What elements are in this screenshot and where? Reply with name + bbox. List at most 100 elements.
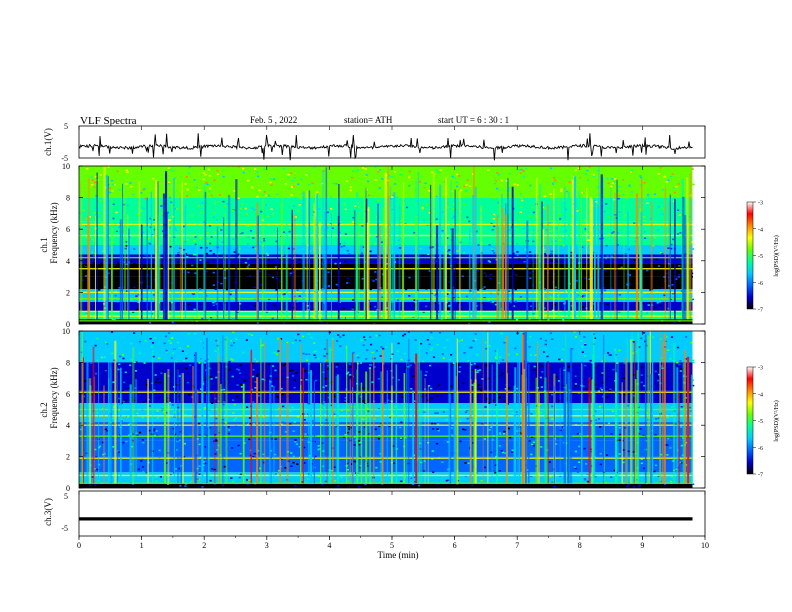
- spectrogram-pixel: [630, 210, 633, 213]
- spectrogram-pixel: [540, 386, 543, 388]
- spectrogram-pixel: [509, 242, 512, 245]
- spectrogram-pixel: [184, 338, 187, 341]
- spectrogram-pixel: [148, 312, 151, 315]
- spectrogram-pixel: [243, 379, 246, 382]
- spectrogram-pixel: [682, 237, 685, 240]
- spectrogram-pixel: [572, 321, 575, 324]
- spectrogram-pixel: [367, 444, 370, 446]
- spectrogram-pixel: [609, 332, 612, 334]
- spectrogram-pixel: [208, 190, 211, 193]
- spectrogram-pixel: [610, 433, 613, 435]
- sferic-impulse: [415, 353, 418, 484]
- spectrogram-pixel: [93, 255, 96, 257]
- spectrogram-pixel: [232, 331, 235, 334]
- sferic-impulse: [401, 183, 404, 320]
- spectrogram-pixel: [395, 196, 398, 198]
- spectrogram-pixel: [422, 254, 425, 257]
- sferic-impulse: [573, 176, 577, 320]
- narrowband-line: [79, 474, 693, 477]
- spectrogram-pixel: [156, 378, 159, 381]
- spectrogram-pixel: [666, 454, 669, 456]
- spectrogram-pixel: [585, 388, 588, 391]
- spectrogram-pixel: [259, 270, 262, 273]
- spectrogram-pixel: [125, 241, 128, 243]
- spectrogram-pixel: [509, 296, 512, 299]
- spectrogram-pixel: [175, 468, 178, 470]
- spectrogram-pixel: [282, 311, 285, 314]
- spectrogram-pixel: [538, 473, 541, 475]
- spectrogram-pixel: [79, 212, 82, 214]
- spectrogram-pixel: [519, 211, 522, 213]
- spectrogram-pixel: [357, 440, 360, 442]
- sferic-impulse: [532, 228, 534, 320]
- spectrogram-pixel: [177, 467, 180, 470]
- spectrogram-pixel: [294, 339, 297, 342]
- spectrogram-pixel: [124, 371, 127, 374]
- spectrogram-pixel: [214, 438, 217, 441]
- sferic-impulse: [537, 392, 540, 484]
- spectrogram-pixel: [584, 343, 587, 345]
- spectrogram-pixel: [500, 374, 503, 377]
- spectrogram-pixel: [93, 312, 96, 315]
- spectrogram-pixel: [132, 433, 135, 435]
- spectrogram-pixel: [623, 465, 626, 467]
- spectrogram-pixel: [198, 189, 201, 192]
- spectrogram-pixel: [90, 176, 94, 178]
- spectrogram-pixel: [525, 168, 528, 170]
- spectrogram-pixel: [125, 263, 128, 266]
- spectrogram-pixel: [112, 183, 115, 186]
- spectrogram-pixel: [298, 446, 301, 448]
- spectrogram-pixel: [275, 240, 278, 243]
- spectrogram-pixel: [366, 407, 369, 410]
- spectrogram-pixel: [412, 375, 415, 377]
- spectrogram-pixel: [549, 332, 552, 335]
- spectrogram-pixel: [206, 322, 209, 324]
- spectrogram-pixel: [184, 413, 187, 416]
- spectrogram-pixel: [207, 168, 211, 171]
- spectrogram-pixel: [161, 212, 164, 215]
- spectrogram-pixel: [574, 385, 577, 387]
- spectrogram-pixel: [342, 334, 345, 337]
- spectrogram-pixel: [554, 179, 557, 182]
- spectrogram-pixel: [273, 351, 276, 354]
- spectrogram-pixel: [327, 285, 331, 287]
- spectrogram-pixel: [652, 340, 655, 343]
- spectrogram-pixel: [153, 428, 156, 430]
- spectrogram-pixel: [683, 341, 686, 344]
- spectrogram-pixel: [331, 337, 334, 340]
- spectrogram-pixel: [318, 319, 321, 321]
- spectrogram-pixel: [493, 197, 496, 200]
- sferic-impulse: [373, 355, 375, 484]
- spectrogram-pixel: [512, 305, 516, 307]
- spectrogram-pixel: [679, 461, 682, 464]
- sferic-impulse: [417, 172, 420, 320]
- spectrogram-pixel: [176, 449, 179, 451]
- sferic-impulse: [635, 193, 639, 320]
- spectrogram-pixel: [423, 470, 426, 472]
- spectrogram-pixel: [177, 368, 180, 371]
- spectrogram-pixel: [85, 225, 88, 227]
- spectrogram-pixel: [141, 416, 144, 419]
- spectrogram-pixel: [426, 417, 429, 419]
- spectrogram-pixel: [177, 416, 180, 418]
- spectrogram-pixel: [144, 340, 147, 342]
- spectrogram-pixel: [215, 208, 219, 210]
- spectrogram-pixel: [275, 377, 278, 380]
- spectrogram-pixel: [368, 432, 371, 435]
- spectrogram-pixel: [332, 215, 335, 217]
- spectrogram-pixel: [322, 478, 325, 480]
- spectrogram-pixel: [168, 216, 172, 219]
- spectrogram-pixel: [616, 244, 619, 246]
- spectrogram-pixel: [545, 354, 548, 356]
- spectrogram-pixel: [229, 293, 232, 296]
- spectrogram-pixel: [425, 305, 428, 308]
- spectrogram-pixel: [362, 400, 365, 402]
- spectrogram-pixel: [407, 331, 410, 333]
- spectrogram-pixel: [246, 349, 249, 352]
- spectrogram-pixel: [550, 220, 553, 222]
- sferic-impulse: [616, 340, 619, 484]
- spectrogram-pixel: [206, 232, 209, 234]
- sferic-impulse: [593, 390, 596, 484]
- spec1-ylabel-channel: ch.1: [39, 237, 49, 252]
- spectrogram-pixel: [185, 367, 188, 370]
